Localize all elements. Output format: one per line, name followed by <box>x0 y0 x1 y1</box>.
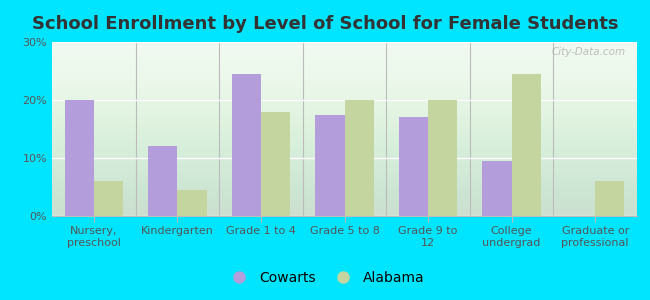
Legend: Cowarts, Alabama: Cowarts, Alabama <box>220 265 430 290</box>
Bar <box>428 100 458 216</box>
Text: School Enrollment by Level of School for Female Students: School Enrollment by Level of School for… <box>32 15 618 33</box>
Bar <box>399 117 428 216</box>
Bar <box>261 112 290 216</box>
Bar <box>94 181 123 216</box>
Bar <box>64 100 94 216</box>
Bar <box>315 115 344 216</box>
Bar <box>177 190 207 216</box>
Bar <box>344 100 374 216</box>
Text: City-Data.com: City-Data.com <box>551 47 625 57</box>
Bar <box>148 146 177 216</box>
Bar <box>512 74 541 216</box>
Bar <box>231 74 261 216</box>
Bar <box>482 161 512 216</box>
Bar <box>595 181 625 216</box>
